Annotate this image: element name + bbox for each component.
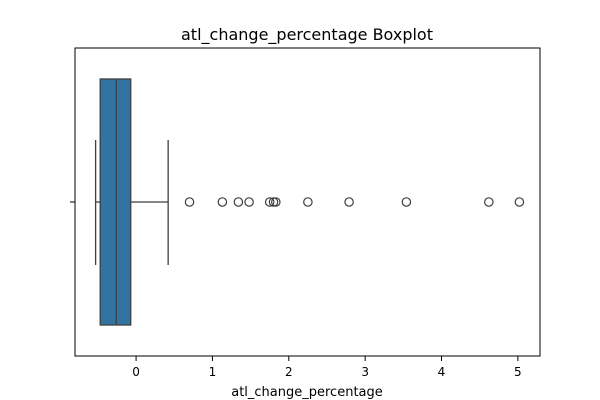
- x-tick-label: 1: [209, 365, 217, 379]
- outlier-point: [271, 197, 281, 207]
- outlier-point: [514, 197, 525, 207]
- x-tick-label: 3: [361, 365, 369, 379]
- outlier-point: [184, 197, 195, 207]
- x-tick-label: 2: [285, 365, 293, 379]
- iqr-box: [99, 78, 132, 326]
- outlier-point: [217, 197, 228, 207]
- outlier-point: [344, 197, 354, 207]
- outlier-point: [264, 197, 275, 207]
- chart-title: atl_change_percentage Boxplot: [181, 25, 433, 45]
- outlier-point: [484, 197, 494, 207]
- outlier-point: [401, 197, 412, 207]
- outlier-point: [233, 197, 244, 207]
- x-tick-label: 4: [438, 365, 446, 379]
- x-tick-label: 5: [514, 365, 522, 379]
- outlier-point: [244, 197, 254, 207]
- x-axis-label: atl_change_percentage: [231, 385, 383, 400]
- x-tick-label: 0: [132, 365, 140, 379]
- outlier-point: [303, 197, 313, 207]
- x-axis: 0 1 2 3 4 5: [70, 201, 522, 379]
- plot-area: [94, 78, 525, 326]
